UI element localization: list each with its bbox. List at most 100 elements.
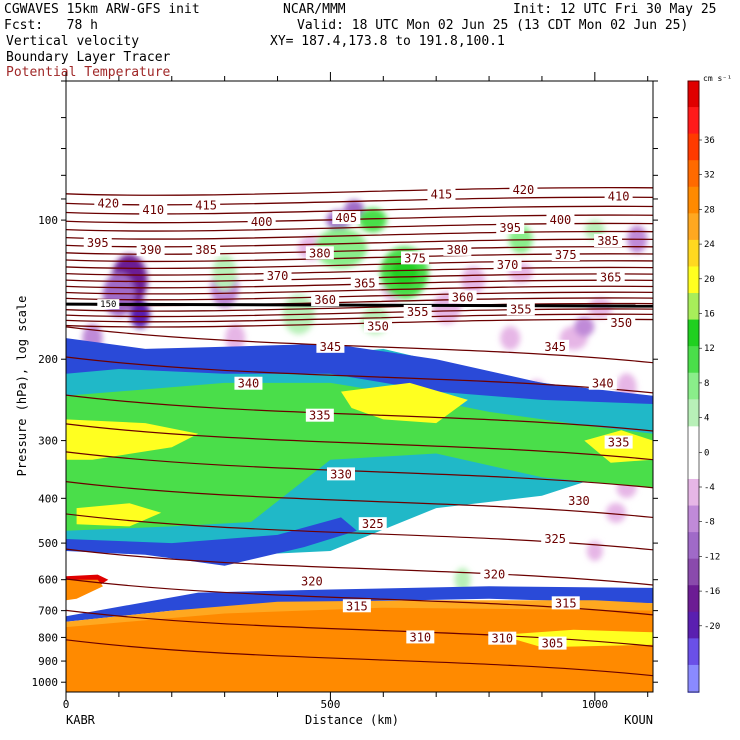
theta-label-bg [564, 493, 593, 507]
theta-label-bg [305, 246, 334, 260]
header-xy: XY= 187.4,173.8 to 191.8,100.1 [270, 34, 505, 49]
bl-band [66, 338, 653, 404]
theta-label: 380 [446, 243, 468, 257]
theta-line [66, 480, 653, 519]
theta-label-bg [541, 339, 570, 353]
theta-label-bg [493, 257, 522, 271]
theta-label-bg [427, 187, 456, 201]
theta-label-bg [604, 189, 633, 203]
theta-label: 335 [309, 409, 331, 423]
theta-line [66, 186, 653, 196]
theta-label-bg [326, 467, 355, 481]
theta-label-bg [403, 304, 432, 318]
theta-label: 410 [142, 203, 164, 217]
theta-label: 365 [354, 276, 376, 290]
theta-label-bg [247, 215, 276, 229]
w-cell [212, 254, 237, 291]
theta-label-bg [496, 220, 525, 234]
theta-label-bg [546, 213, 575, 227]
bl-band [66, 586, 653, 622]
colorbar-swatch [687, 107, 700, 136]
theta-label-bg [588, 376, 617, 390]
colorbar-label: 24 [704, 240, 715, 250]
w-cell [225, 324, 246, 353]
colorbar-label: 28 [704, 205, 715, 215]
colorbar-swatch [687, 346, 700, 375]
w-cell [358, 208, 387, 233]
w-cell [588, 298, 613, 319]
colorbar-swatch [687, 293, 700, 322]
theta-line [66, 318, 653, 328]
theta-label-bg [305, 408, 334, 422]
w-cell [454, 567, 471, 592]
theta-label: 405 [335, 211, 357, 225]
colorbar-label: -8 [704, 518, 715, 528]
theta-label: 330 [568, 494, 590, 508]
colorbar: 36 32 28 24 20 16 12 8 4 0 -4 -8 -12 -16 -20 [687, 80, 720, 693]
theta-line [66, 326, 653, 364]
colorbar-swatch [687, 585, 700, 614]
theta-label-bg [311, 293, 340, 307]
theta-label: 375 [404, 251, 426, 265]
theta-label: 420 [97, 196, 119, 210]
colorbar-swatch [687, 399, 700, 428]
x-axis: 0 500 1000 [63, 72, 649, 711]
theta-label: 340 [592, 377, 614, 391]
endpoint-left: KABR [66, 713, 96, 727]
colorbar-label: 16 [704, 310, 715, 320]
y-axis: 100 200 300 400 500 600 700 800 900 1000 [32, 80, 658, 689]
bl-band [66, 419, 199, 460]
theta-line [66, 609, 653, 647]
bl-tracer-label: 150 [100, 300, 116, 310]
theta-line [66, 230, 653, 240]
y-tick-label: 600 [38, 574, 58, 587]
header-init: Init: 12 UTC Fri 30 May 25 [513, 2, 717, 17]
colorbar-label: -20 [704, 622, 720, 632]
theta-label-bg [551, 596, 580, 610]
theta-label-bg [596, 270, 625, 284]
theta-line [66, 245, 653, 255]
theta-label: 390 [140, 243, 162, 257]
y-tick-label: 100 [38, 214, 58, 227]
theta-label-bg [448, 290, 477, 304]
y-tick-label: 800 [38, 631, 58, 644]
theta-label-bg [297, 574, 326, 588]
colorbar-swatch [687, 638, 700, 667]
theta-label-bg [594, 234, 623, 248]
theta-label: 400 [550, 213, 572, 227]
shading-layer: 420 410 415 420 415 410 400 405 395 400 395 390 385 3… [66, 182, 653, 692]
y-tick-label: 1000 [32, 676, 59, 689]
plot-frame [65, 80, 654, 693]
theta-label-bg [136, 242, 165, 256]
y-tick-label: 300 [38, 435, 58, 448]
theta-label-bg [406, 630, 435, 644]
theta-line [66, 639, 653, 677]
header-org: NCAR/MMM [283, 2, 346, 17]
colorbar-label: 12 [704, 344, 715, 354]
theta-line [66, 548, 653, 586]
y-tick-label: 900 [38, 655, 58, 668]
w-cell [605, 502, 626, 523]
colorbar-label: 20 [704, 275, 715, 285]
colorbar-label: 8 [704, 379, 709, 389]
theta-label: 395 [87, 236, 109, 250]
colorbar-swatch [687, 478, 700, 508]
theta-label: 415 [195, 199, 217, 213]
theta-label-bg [316, 339, 345, 353]
colorbar-swatch [687, 266, 700, 295]
y-tick-label: 500 [38, 537, 58, 550]
theta-label: 385 [597, 234, 619, 248]
x-tick-label: 1000 [582, 698, 609, 711]
colorbar-swatch [687, 505, 700, 534]
y-tick-label: 400 [38, 492, 58, 505]
theta-label-bg [480, 567, 509, 581]
colorbar-swatch [688, 452, 699, 480]
bl-label-bg [97, 299, 120, 310]
theta-line [66, 308, 653, 318]
theta-line [66, 279, 653, 289]
theta-label: 380 [309, 246, 331, 260]
colorbar-swatch [687, 532, 700, 561]
theta-contour-labels: 420 410 415 420 415 410 400 405 395 400 395 390 385 3… [83, 182, 636, 651]
theta-label: 415 [431, 187, 453, 201]
theta-label-bg [192, 198, 221, 212]
